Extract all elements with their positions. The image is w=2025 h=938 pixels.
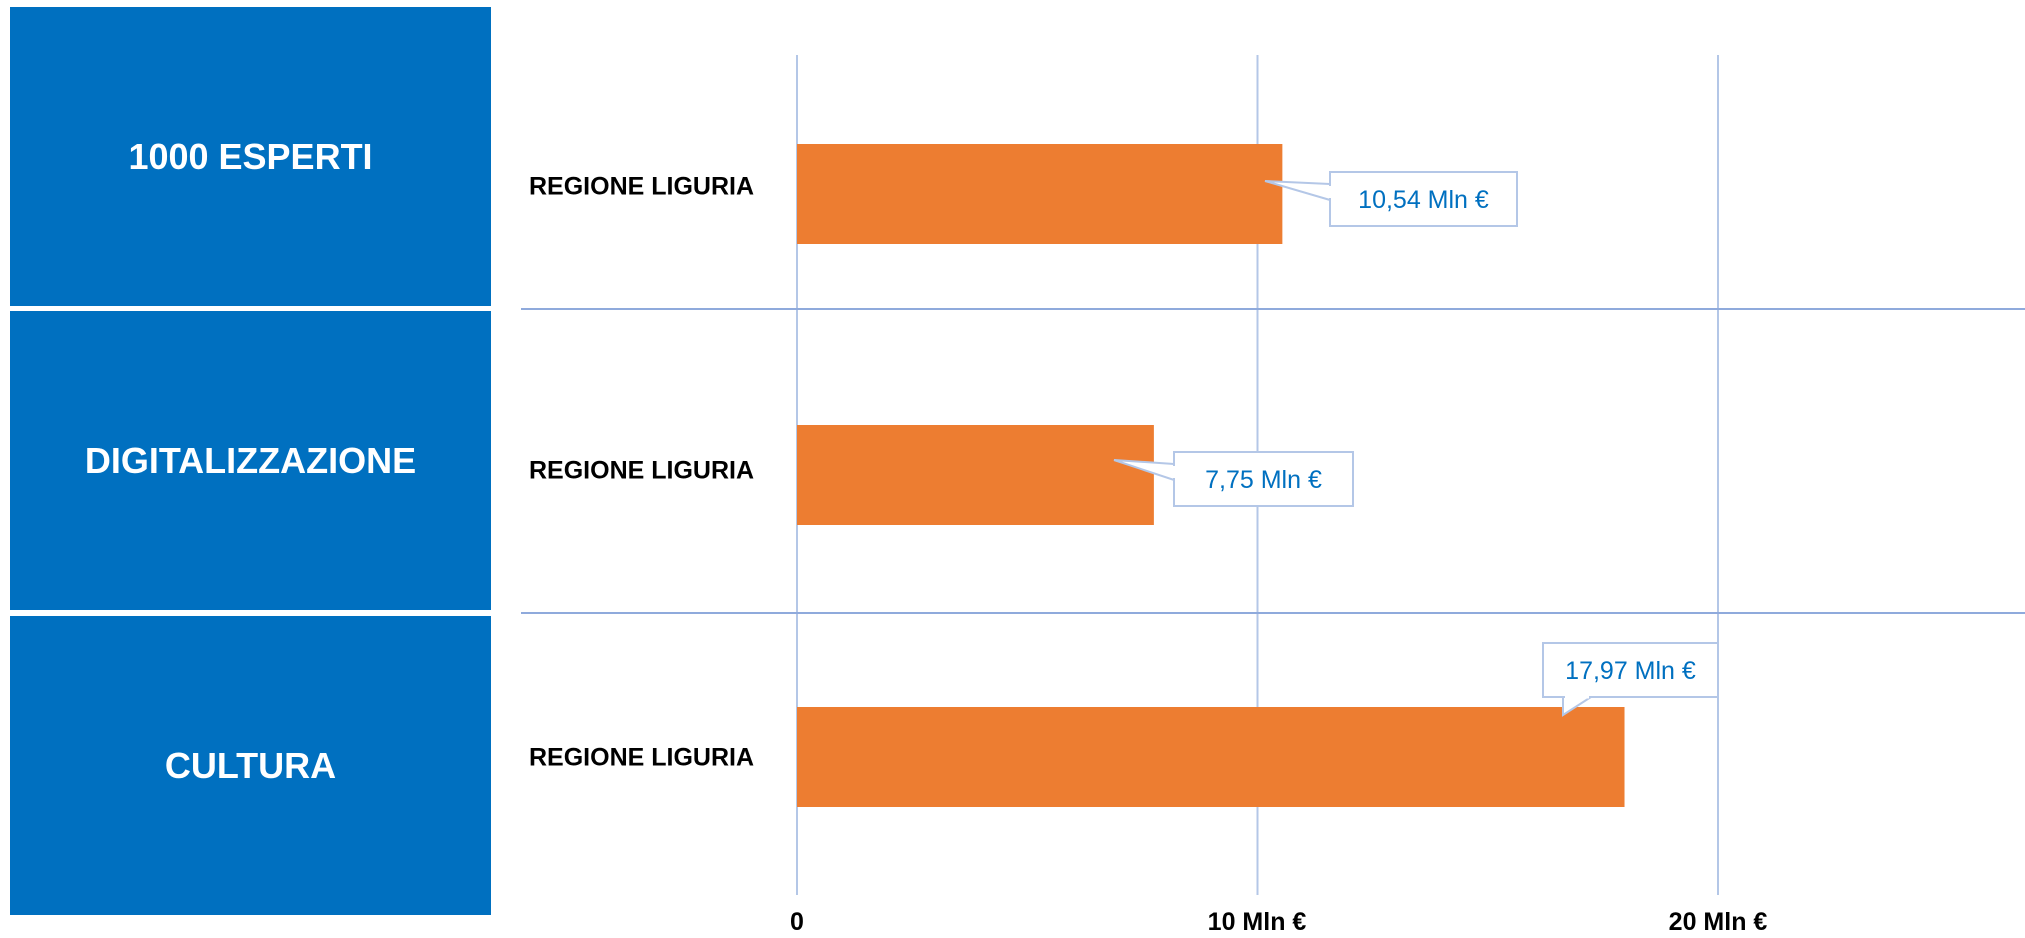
panel-1000-esperti: 1000 ESPERTI — [10, 7, 491, 306]
callout-box — [1329, 171, 1518, 227]
bar — [797, 707, 1625, 807]
panel-label: 1000 ESPERTI — [128, 135, 373, 177]
row-label: REGIONE LIGURIA — [529, 456, 755, 485]
callout-box — [1173, 451, 1354, 507]
data-label: 7,75 Mln € — [1205, 466, 1322, 494]
row-label: REGIONE LIGURIA — [529, 743, 755, 772]
data-label: 17,97 Mln € — [1565, 657, 1696, 685]
panel-digitalizzazione: DIGITALIZZAZIONE — [10, 311, 491, 610]
bar — [797, 425, 1154, 525]
x-tick-label: 20 Mln € — [1668, 908, 1768, 936]
callout-box — [1542, 642, 1719, 698]
row-label: REGIONE LIGURIA — [529, 172, 755, 201]
panel-label: DIGITALIZZAZIONE — [84, 439, 417, 481]
x-tick-label: 10 Mln € — [1207, 908, 1307, 936]
panel-label: CULTURA — [164, 744, 337, 786]
data-label: 10,54 Mln € — [1358, 186, 1489, 214]
panel-cultura: CULTURA — [10, 616, 491, 915]
x-tick-label: 0 — [790, 908, 804, 936]
bar — [797, 144, 1283, 244]
